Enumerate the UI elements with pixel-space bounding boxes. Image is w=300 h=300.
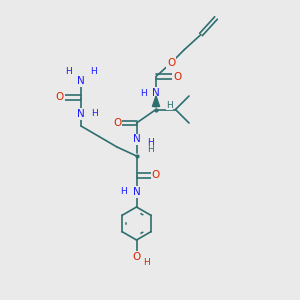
Text: H: H: [147, 146, 153, 154]
Text: H: H: [166, 100, 173, 109]
Text: O: O: [167, 58, 175, 68]
Text: O: O: [56, 92, 64, 103]
Text: H: H: [91, 110, 98, 118]
Text: O: O: [132, 251, 141, 262]
Polygon shape: [152, 96, 160, 106]
Text: N: N: [133, 134, 140, 145]
Text: H: H: [121, 188, 127, 196]
Text: H: H: [147, 138, 153, 147]
Text: N: N: [133, 187, 140, 197]
Text: N: N: [77, 76, 85, 86]
Text: N: N: [152, 88, 160, 98]
Text: H: H: [140, 88, 147, 98]
Text: O: O: [152, 170, 160, 181]
Text: H: H: [144, 258, 150, 267]
Text: O: O: [173, 71, 181, 82]
Text: O: O: [113, 118, 121, 128]
Text: H: H: [65, 68, 72, 76]
Text: H: H: [90, 68, 97, 76]
Text: N: N: [77, 109, 85, 119]
